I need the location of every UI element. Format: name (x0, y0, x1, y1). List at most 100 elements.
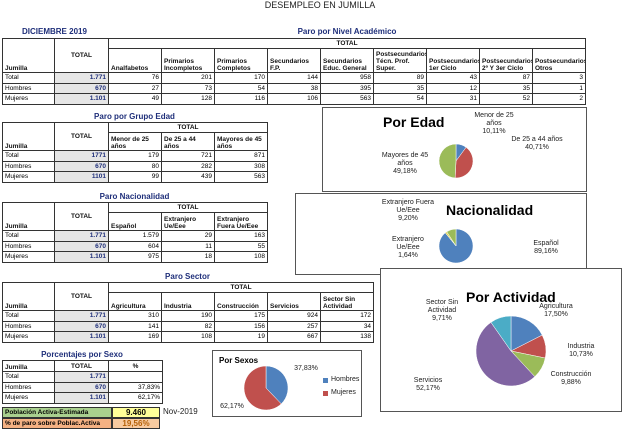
row-label: Total (2, 310, 55, 322)
table-cell: 35 (373, 82, 427, 94)
table-cell: 172 (319, 310, 375, 322)
pie-slice (265, 365, 289, 405)
chart-box: Por Edad Menor de 25 años 10,11% De 25 a 44… (322, 107, 587, 192)
row-label: Hombres (2, 320, 55, 332)
slice-category: Agricultura (539, 303, 573, 310)
table-title: Paro Sector (165, 272, 210, 281)
slice-label: 37,83% (289, 365, 323, 373)
header-row: Analfabetos Primarios Incompletos Primario… (3, 48, 587, 73)
table-cell: 190 (161, 310, 215, 322)
row-header: Jumilla (2, 38, 55, 73)
slice-category: Extranjero Ue/Eee (392, 236, 424, 251)
table-cell: 163 (214, 230, 268, 242)
table-cell: 170 (214, 72, 268, 84)
header-row: Jumilla TOTAL TOTAL (2, 38, 587, 73)
table-cell: 116 (214, 93, 268, 105)
data-row: Mujeres 1.101 49 128 116 106 563 54 31 52 2 (2, 93, 587, 105)
data-row: Mujeres 1.101 975 18 108 (2, 251, 268, 263)
column-header: TOTAL (54, 202, 109, 231)
header-row: Jumilla TOTAL% (2, 360, 163, 372)
column-header: Primarios Completos (214, 48, 268, 73)
slice-value: 52,17% (416, 385, 440, 392)
pie-slice (243, 365, 282, 411)
data-row: Total 1771 179 721 871 (2, 150, 268, 162)
pie-chart (475, 315, 547, 387)
chart-box: Por Actividad Agricultura 17,50% Industria 1… (380, 268, 622, 412)
slice-value: 89,16% (534, 248, 558, 255)
slice-category: Construcción (550, 371, 592, 378)
slice-label: De 25 a 44 años 40,71% (509, 136, 565, 152)
table-cell: 1.771 (54, 230, 109, 242)
column-header: Postsecundarios 1er Ciclo (426, 48, 480, 73)
column-header: TOTAL (54, 360, 109, 372)
column-header: Mayores de 45 años (214, 132, 268, 151)
data-row: Mujeres 1101 99 439 563 (2, 171, 268, 183)
slice-category: Menor de 25 años (474, 112, 514, 127)
summary-label: % de paro sobre Poblac.Activa (2, 418, 112, 429)
column-header: TOTAL (54, 282, 109, 311)
slice-label: Agricultura 17,50% (531, 303, 581, 319)
table-cell: 670 (54, 320, 109, 332)
table-cell: 1.579 (108, 230, 162, 242)
row-label: Mujeres (2, 251, 55, 263)
chart-title: Por Sexos (219, 356, 259, 365)
column-header: Servicios (267, 292, 321, 311)
row-label: Mujeres (2, 331, 55, 343)
column-header: Secundarios F.P. (267, 48, 321, 73)
column-header: Postsecundarios Técn. Prof. Super. (373, 48, 427, 73)
column-header: TOTAL (54, 122, 109, 151)
table-cell: 62,17% (108, 392, 163, 404)
legend-swatch (323, 378, 328, 383)
table-cell: 3 (531, 72, 587, 84)
table-cell: 175 (214, 310, 268, 322)
table-cell: 1.101 (54, 331, 109, 343)
slice-category: Industria (567, 343, 595, 350)
table-cell (108, 371, 163, 383)
row-label: Hombres (2, 82, 55, 94)
table-cell: 395 (320, 82, 374, 94)
column-header: TOTAL (54, 38, 109, 73)
slice-value: 10,73% (569, 351, 593, 358)
column-header: % (108, 360, 163, 372)
slice-value: 9,71% (432, 315, 452, 322)
slice-value: 10,11% (482, 128, 506, 135)
table-cell: 670 (54, 82, 109, 94)
table-cell: 19 (214, 331, 268, 343)
pie-chart (438, 228, 474, 264)
header-row: Agricultura Industria Construcción Servicio… (3, 292, 375, 311)
slice-value: 1,64% (398, 252, 418, 259)
pie-slice (475, 321, 536, 387)
table-cell: 144 (267, 72, 321, 84)
pie-slice (454, 146, 474, 179)
column-header: Analfabetos (108, 48, 162, 73)
chart-title: Por Actividad (466, 289, 556, 305)
table-cell: 43 (426, 72, 480, 84)
slice-value: 17,50% (544, 311, 568, 318)
table-cell: 975 (108, 251, 162, 263)
legend-label: Hombres (331, 376, 360, 383)
slice-label: 62,17% (215, 403, 249, 411)
table-cell: 1.771 (54, 72, 109, 84)
table-cell: 958 (320, 72, 374, 84)
summary-value: 19,56% (112, 418, 160, 429)
row-label: Total (2, 230, 55, 242)
slice-label: Sector Sin Actividad 9,71% (417, 299, 467, 323)
table-cell: 87 (479, 72, 533, 84)
table-cell: 169 (108, 331, 162, 343)
table-cell: 141 (108, 320, 162, 332)
chart-title: Por Edad (383, 114, 445, 130)
slice-label: Español 89,16% (521, 240, 571, 256)
table-cell: 1.101 (54, 251, 109, 263)
column-header: Extranjero Ue/Eee (161, 212, 215, 231)
chart-title: Nacionalidad (446, 202, 534, 218)
table-cell: 89 (373, 72, 427, 84)
row-label: Total (2, 371, 55, 383)
slice-label: Mayores de 45 años 49,18% (381, 152, 429, 176)
legend-label: Mujeres (331, 389, 356, 396)
pie-slice (446, 228, 457, 247)
table-cell: 128 (161, 93, 215, 105)
column-header: Postsecundarios Otros (531, 48, 587, 73)
pie-chart (438, 143, 474, 179)
column-header: Español (108, 212, 162, 231)
group-header: TOTAL (108, 122, 268, 133)
